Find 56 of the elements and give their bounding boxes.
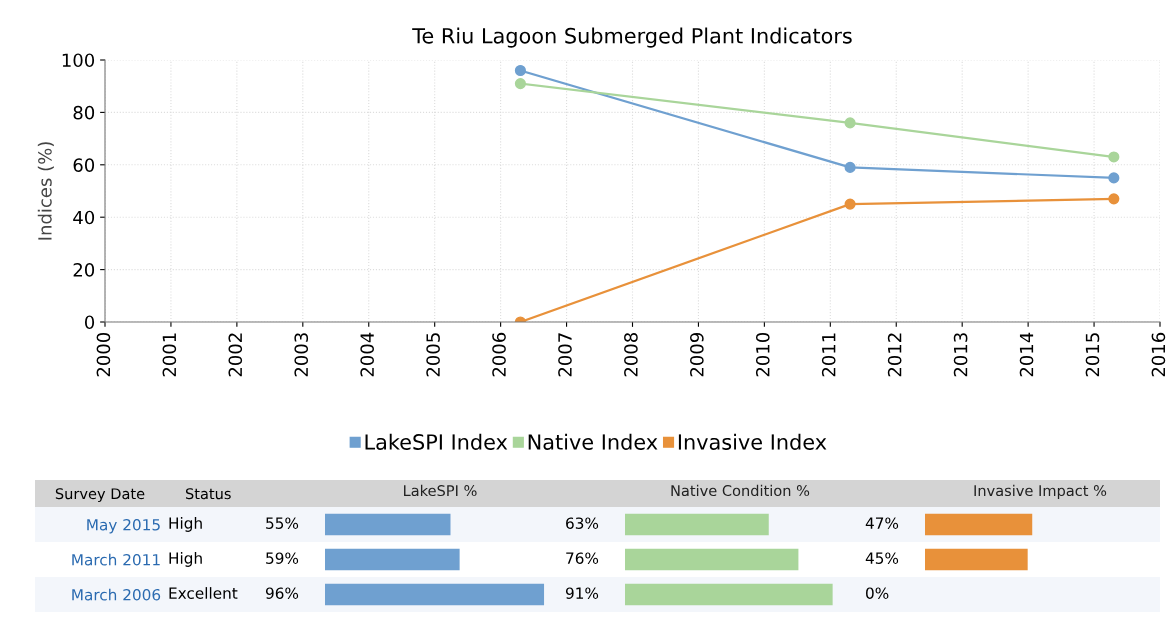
- y-tick-label: 80: [73, 105, 95, 120]
- data-label: 47%: [865, 517, 899, 529]
- point: [844, 117, 856, 129]
- x-tick-label: 2008: [624, 332, 638, 377]
- x-tick-label: 2009: [690, 332, 704, 377]
- data-label: 0%: [866, 587, 889, 599]
- text: High: [169, 552, 202, 567]
- chart-title: Te Riu Lagoon Submerged Plant Indicators: [412, 27, 852, 48]
- data-label: 91%: [565, 587, 599, 599]
- y-tick-label: March 2006: [72, 588, 161, 601]
- x-tick-label: 2010: [755, 332, 770, 377]
- text: Excellent: [169, 587, 238, 599]
- x-tick-label: 2003: [294, 333, 309, 377]
- legend-label: LakeSPI Index: [365, 433, 508, 450]
- y-axis-title: Indices (%): [37, 142, 54, 240]
- legend-label: Invasive Index: [678, 433, 827, 450]
- x-tick-label: 2013: [953, 333, 968, 377]
- point: [844, 198, 856, 210]
- y-tick-label: 40: [73, 210, 95, 225]
- x-tick-label: 2012: [887, 333, 902, 377]
- point: [514, 64, 526, 77]
- text: High: [169, 517, 202, 532]
- y-tick-label: 0: [84, 315, 95, 330]
- point: [1108, 193, 1120, 205]
- y-tick-label: 20: [73, 263, 95, 277]
- point: [1108, 151, 1120, 163]
- y-tick-label: March 2011: [72, 553, 160, 566]
- legend-label: Native Index: [528, 433, 658, 450]
- x-tick-label: 2014: [1019, 332, 1034, 377]
- y-tick-label: May 2015: [87, 518, 160, 534]
- x-tick-label: 2004: [360, 332, 374, 377]
- x-tick-label: 2001: [162, 333, 177, 377]
- chart-title: LakeSPI %: [404, 484, 477, 497]
- data-label: 55%: [266, 517, 299, 529]
- x-tick-label: 2015: [1085, 333, 1100, 377]
- point: [514, 78, 526, 90]
- data-label: 63%: [566, 517, 599, 529]
- data-label: 59%: [266, 552, 299, 564]
- chart-title: Native Condition %: [671, 484, 810, 497]
- text: Survey Date: [55, 488, 145, 503]
- data-label: 76%: [566, 552, 599, 564]
- x-tick-label: 2005: [426, 333, 440, 377]
- y-tick-label: 100: [62, 53, 95, 68]
- chart-title: Invasive Impact %: [974, 484, 1107, 499]
- x-tick-label: 2002: [228, 333, 243, 377]
- data-label: 45%: [865, 552, 899, 564]
- x-tick-label: 2011: [821, 333, 836, 377]
- point: [1108, 172, 1120, 184]
- x-tick-label: 2006: [492, 332, 506, 377]
- y-tick-label: 60: [73, 158, 95, 172]
- data-label: 96%: [265, 587, 299, 599]
- point: [844, 161, 856, 173]
- x-tick-label: 2016: [1151, 332, 1166, 377]
- x-tick-label: 2007: [558, 333, 572, 377]
- x-tick-label: 2000: [96, 332, 111, 377]
- text: Status: [185, 488, 231, 500]
